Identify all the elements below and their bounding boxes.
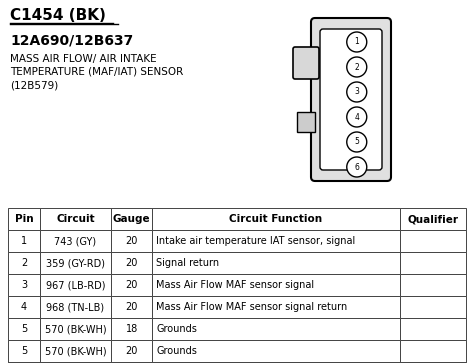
Bar	[8, 362, 40, 363]
Text: Mass Air Flow MAF sensor signal return: Mass Air Flow MAF sensor signal return	[156, 302, 347, 312]
Circle shape	[347, 82, 367, 102]
Bar	[40, 318, 111, 340]
Text: 4: 4	[21, 302, 27, 312]
Text: 5: 5	[21, 324, 27, 334]
FancyBboxPatch shape	[293, 47, 319, 79]
Bar	[8, 296, 40, 318]
Text: 20: 20	[126, 346, 138, 356]
Bar	[40, 274, 111, 296]
FancyBboxPatch shape	[320, 29, 382, 170]
Text: 20: 20	[126, 302, 138, 312]
Bar	[40, 230, 111, 252]
Bar	[152, 362, 400, 363]
Bar	[8, 274, 40, 296]
Bar	[152, 230, 400, 252]
Bar	[152, 208, 400, 230]
Bar	[400, 340, 466, 362]
Text: 3: 3	[355, 87, 359, 97]
Text: 967 (LB-RD): 967 (LB-RD)	[46, 280, 105, 290]
Text: Mass Air Flow MAF sensor signal: Mass Air Flow MAF sensor signal	[156, 280, 314, 290]
Text: Grounds: Grounds	[156, 324, 197, 334]
Bar	[40, 208, 111, 230]
Text: 2: 2	[355, 62, 359, 72]
Text: Circuit: Circuit	[56, 214, 95, 224]
Text: 1: 1	[355, 37, 359, 46]
Text: 18: 18	[126, 324, 138, 334]
Text: Grounds: Grounds	[156, 346, 197, 356]
Bar	[152, 252, 400, 274]
Bar	[40, 340, 111, 362]
Text: Gauge: Gauge	[113, 214, 150, 224]
Bar	[111, 208, 152, 230]
Text: Qualifier: Qualifier	[407, 214, 458, 224]
Bar	[111, 296, 152, 318]
Circle shape	[347, 32, 367, 52]
Bar	[152, 318, 400, 340]
Text: MASS AIR FLOW/ AIR INTAKE: MASS AIR FLOW/ AIR INTAKE	[10, 54, 156, 64]
Text: 12A690/12B637: 12A690/12B637	[10, 34, 133, 48]
Text: 5: 5	[355, 138, 359, 147]
Bar	[400, 362, 466, 363]
Circle shape	[347, 132, 367, 152]
Bar	[400, 274, 466, 296]
Circle shape	[347, 157, 367, 177]
Text: 4: 4	[355, 113, 359, 122]
Text: 1: 1	[21, 236, 27, 246]
Text: 359 (GY-RD): 359 (GY-RD)	[46, 258, 105, 268]
Text: 968 (TN-LB): 968 (TN-LB)	[46, 302, 105, 312]
Text: Circuit Function: Circuit Function	[229, 214, 322, 224]
Bar	[400, 230, 466, 252]
Bar	[8, 252, 40, 274]
Bar	[111, 230, 152, 252]
Bar	[400, 252, 466, 274]
Text: Intake air temperature IAT sensor, signal: Intake air temperature IAT sensor, signa…	[156, 236, 356, 246]
Bar	[111, 274, 152, 296]
Text: 2: 2	[21, 258, 27, 268]
Bar	[400, 318, 466, 340]
Text: 570 (BK-WH): 570 (BK-WH)	[45, 346, 106, 356]
Text: 20: 20	[126, 236, 138, 246]
Text: 20: 20	[126, 258, 138, 268]
Text: Pin: Pin	[15, 214, 33, 224]
Bar	[8, 208, 40, 230]
Text: 5: 5	[21, 346, 27, 356]
Text: 3: 3	[21, 280, 27, 290]
Bar	[40, 362, 111, 363]
Bar	[152, 274, 400, 296]
Bar	[8, 340, 40, 362]
Text: 6: 6	[355, 163, 359, 171]
Bar	[400, 296, 466, 318]
Text: TEMPERATURE (MAF/IAT) SENSOR: TEMPERATURE (MAF/IAT) SENSOR	[10, 67, 183, 77]
Bar	[152, 340, 400, 362]
Polygon shape	[297, 112, 315, 132]
Text: (12B579): (12B579)	[10, 80, 58, 90]
Circle shape	[347, 57, 367, 77]
Bar	[40, 252, 111, 274]
Text: 20: 20	[126, 280, 138, 290]
Bar	[400, 208, 466, 230]
Bar	[111, 362, 152, 363]
Bar	[8, 318, 40, 340]
Bar	[40, 296, 111, 318]
Text: 743 (GY): 743 (GY)	[55, 236, 97, 246]
Circle shape	[347, 107, 367, 127]
Bar	[111, 318, 152, 340]
Text: C1454 (BK): C1454 (BK)	[10, 8, 106, 23]
Bar	[152, 296, 400, 318]
Text: 570 (BK-WH): 570 (BK-WH)	[45, 324, 106, 334]
Bar	[111, 252, 152, 274]
Text: Signal return: Signal return	[156, 258, 219, 268]
FancyBboxPatch shape	[311, 18, 391, 181]
Bar	[111, 340, 152, 362]
Bar	[8, 230, 40, 252]
